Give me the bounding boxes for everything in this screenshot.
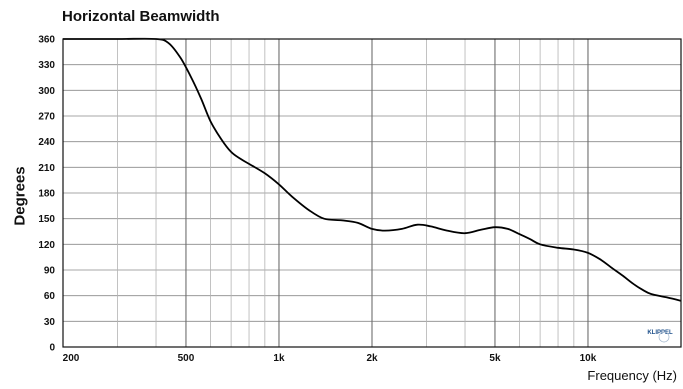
logo-text: KLIPPEL (647, 330, 673, 336)
y-tick-label: 210 (38, 163, 55, 174)
x-tick-label: 2k (366, 353, 378, 364)
series-layer (62, 37, 682, 302)
y-tick-label: 240 (38, 137, 55, 148)
y-tick-label: 60 (44, 291, 56, 302)
y-tick-label: 150 (38, 214, 55, 225)
beamwidth-series-line (62, 37, 682, 302)
x-tick-label: 1k (273, 353, 285, 364)
y-tick-label: 360 (38, 35, 55, 46)
grid-layer (63, 39, 681, 347)
y-tick-label: 0 (49, 343, 55, 354)
x-axis-label: Frequency (Hz) (587, 368, 677, 383)
x-tick-label: 200 (63, 353, 80, 364)
y-tick-label: 330 (38, 60, 55, 71)
x-tick-label: 500 (178, 353, 195, 364)
chart-title: Horizontal Beamwidth (62, 8, 220, 25)
x-tick-label: 10k (580, 353, 597, 364)
tick-layer: 0 30 60 90 120 150 180 210 240 270 300 330 360 200 500… (38, 35, 596, 365)
y-tick-label: 270 (38, 112, 55, 123)
x-tick-label: 5k (489, 353, 501, 364)
y-tick-label: 300 (38, 86, 55, 97)
klippel-logo: KLIPPEL (647, 330, 673, 343)
plot-frame (62, 38, 682, 348)
y-tick-label: 120 (38, 240, 55, 251)
logo-ring (658, 331, 670, 343)
y-tick-label: 180 (38, 189, 55, 200)
y-tick-label: 90 (44, 266, 56, 277)
y-tick-label: 30 (44, 317, 56, 328)
